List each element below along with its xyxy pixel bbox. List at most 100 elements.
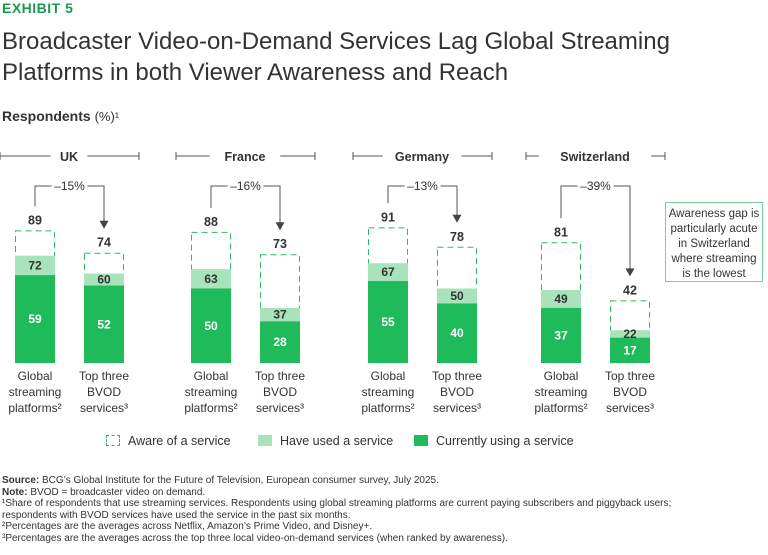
gap-arrowhead bbox=[452, 214, 462, 223]
value-label-current: 55 bbox=[381, 315, 395, 329]
bar-current bbox=[610, 337, 650, 363]
value-label-aware: 73 bbox=[273, 237, 287, 251]
value-label-aware: 74 bbox=[97, 236, 111, 250]
group-label: France bbox=[225, 150, 266, 164]
category-label: platforms² bbox=[361, 401, 414, 415]
category-label: platforms² bbox=[8, 401, 61, 415]
value-label-used: 72 bbox=[28, 258, 42, 272]
bar-used bbox=[437, 288, 477, 304]
value-label-current: 59 bbox=[28, 312, 42, 326]
category-label: platforms² bbox=[534, 401, 587, 415]
group-label: Germany bbox=[395, 150, 449, 164]
exhibit-label: EXHIBIT 5 bbox=[2, 0, 74, 16]
group-label: Switzerland bbox=[560, 150, 629, 164]
footnote-1b: respondents with BVOD services have used… bbox=[2, 509, 351, 521]
gap-arrowhead bbox=[99, 220, 109, 229]
gap-label: –15% bbox=[54, 179, 85, 193]
value-label-current: 17 bbox=[623, 343, 637, 357]
bar-used bbox=[15, 255, 55, 276]
bar-used bbox=[84, 273, 124, 286]
bar-current bbox=[15, 275, 55, 363]
legend-label-used: Have used a service bbox=[280, 434, 394, 448]
legend-swatch-current bbox=[414, 435, 428, 446]
category-label: streaming bbox=[535, 385, 588, 399]
value-label-used: 50 bbox=[450, 289, 464, 303]
value-label-current: 52 bbox=[97, 317, 111, 331]
value-label-current: 37 bbox=[554, 328, 568, 342]
bar-current bbox=[260, 321, 300, 363]
category-label: streaming bbox=[185, 385, 238, 399]
category-label: Top three bbox=[255, 369, 305, 383]
value-label-used: 60 bbox=[97, 273, 111, 287]
legend-label-aware: Aware of a service bbox=[128, 434, 231, 448]
callout-box: Awareness gap is particularly acute in S… bbox=[665, 202, 763, 282]
category-label: services³ bbox=[433, 401, 481, 415]
bar-used bbox=[368, 263, 408, 282]
category-label: Global bbox=[18, 369, 53, 383]
category-label: Top three bbox=[79, 369, 129, 383]
category-label: BVOD bbox=[87, 385, 121, 399]
gap-arrowhead bbox=[275, 222, 285, 231]
source-line: Source: BCG’s Global Institute for the F… bbox=[2, 475, 762, 487]
value-label-aware: 91 bbox=[381, 210, 395, 224]
gap-label-bg bbox=[404, 178, 441, 192]
value-label-aware: 89 bbox=[28, 213, 42, 227]
stacked-bar-chart: UK 89 72 59 Global streaming platforms² 74 60 52 T… bbox=[0, 150, 666, 415]
value-label-used: 22 bbox=[623, 327, 637, 341]
bar-used bbox=[191, 269, 231, 289]
note-label: Note: bbox=[2, 486, 28, 498]
bar-used bbox=[610, 330, 650, 338]
category-label: streaming bbox=[362, 385, 415, 399]
footnotes: Source: BCG’s Global Institute for the F… bbox=[2, 475, 762, 544]
legend-item-used: Have used a service bbox=[258, 434, 393, 448]
value-label-current: 40 bbox=[450, 326, 464, 340]
legend-label-current: Currently using a service bbox=[436, 434, 574, 448]
footnote-2: ²Percentages are the averages across Net… bbox=[2, 521, 373, 532]
legend-swatch-used bbox=[258, 435, 272, 446]
category-label: streaming bbox=[9, 385, 62, 399]
bar-used bbox=[260, 307, 300, 322]
value-label-current: 28 bbox=[273, 335, 287, 349]
category-label: services³ bbox=[80, 401, 128, 415]
chart-subtitle: Respondents (%)¹ bbox=[2, 108, 119, 124]
category-label: BVOD bbox=[263, 385, 297, 399]
gap-label-bg bbox=[51, 178, 88, 192]
value-label-used: 37 bbox=[273, 308, 287, 322]
note-line: Note: BVOD = broadcaster video on demand… bbox=[2, 487, 762, 499]
gap-label: –16% bbox=[230, 179, 261, 193]
category-label: Global bbox=[194, 369, 229, 383]
gap-label: –39% bbox=[580, 179, 611, 193]
category-label: Top three bbox=[432, 369, 482, 383]
category-label: Global bbox=[544, 369, 579, 383]
source-text: BCG’s Global Institute for the Future of… bbox=[42, 475, 439, 486]
category-label: BVOD bbox=[440, 385, 474, 399]
value-label-aware: 78 bbox=[450, 230, 464, 244]
value-label-aware: 42 bbox=[623, 283, 637, 297]
value-label-used: 63 bbox=[204, 272, 218, 286]
value-label-aware: 88 bbox=[204, 215, 218, 229]
footnote-1a: ¹Share of respondents that use streaming… bbox=[2, 498, 672, 509]
category-label: Global bbox=[371, 369, 406, 383]
gap-label-bg bbox=[577, 178, 614, 192]
value-label-current: 50 bbox=[204, 319, 218, 333]
gap-label-bg bbox=[227, 178, 264, 192]
bar-current bbox=[541, 307, 581, 363]
legend-item-aware: Aware of a service bbox=[106, 434, 231, 448]
category-label: services³ bbox=[256, 401, 304, 415]
legend-item-current: Currently using a service bbox=[414, 434, 574, 448]
bar-current bbox=[84, 285, 124, 363]
value-label-aware: 81 bbox=[554, 225, 568, 239]
chart-title: Broadcaster Video-on-Demand Services Lag… bbox=[2, 28, 670, 86]
bar-used bbox=[541, 289, 581, 308]
source-label: Source: bbox=[2, 475, 40, 486]
category-label: platforms² bbox=[184, 401, 237, 415]
bar-current bbox=[368, 281, 408, 363]
value-label-used: 67 bbox=[381, 265, 395, 279]
category-label: services³ bbox=[606, 401, 654, 415]
subtitle-unit: (%)¹ bbox=[94, 109, 120, 124]
gap-label: –13% bbox=[407, 179, 438, 193]
note-text: BVOD = broadcaster video on demand. bbox=[30, 486, 206, 498]
legend-swatch-aware bbox=[106, 435, 120, 446]
footnote-3: ³Percentages are the averages across the… bbox=[2, 532, 508, 544]
category-label: BVOD bbox=[613, 385, 647, 399]
